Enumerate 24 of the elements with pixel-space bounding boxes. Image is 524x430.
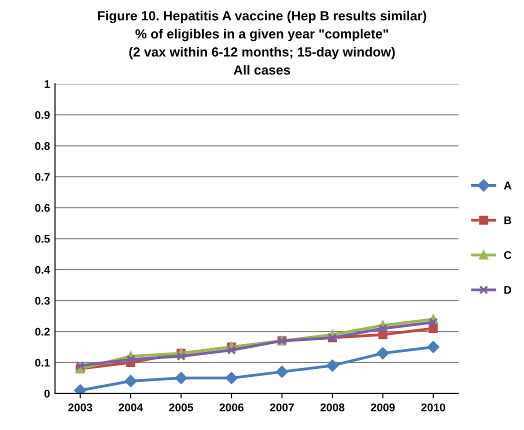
x-tick-label: 2003	[68, 403, 92, 412]
chart-title: Figure 10. Hepatitis A vaccine (Hep B results similar) % of eligibles in a given year "complete" (2 vax within 6-12 months; 15-day window) All cases	[98, 10, 426, 75]
y-tick-label: 0.1	[35, 358, 50, 367]
legend-label: D	[504, 286, 512, 294]
x-tick-label: 2009	[370, 403, 395, 412]
x-tick-label: 2006	[220, 403, 244, 412]
legend-label: A	[504, 182, 512, 190]
y-tick-label: 0.7	[35, 172, 50, 181]
y-tick-label: 0.3	[35, 296, 50, 305]
y-tick-label: 0.4	[35, 266, 50, 274]
y-tick-label: 0.2	[35, 328, 50, 336]
x-tick-label: 2005	[169, 403, 194, 412]
x-tick-label: 2007	[270, 403, 294, 412]
x-tick-label: 2008	[320, 403, 344, 412]
x-tick-label: 2010	[421, 403, 446, 412]
legend-label: C	[504, 251, 512, 260]
y-tick-label: 1	[44, 80, 50, 88]
y-tick-label: 0	[44, 390, 50, 398]
y-tick-label: 0.9	[35, 111, 50, 119]
y-tick-label: 0.6	[35, 204, 50, 212]
x-tick-label: 2004	[118, 403, 143, 412]
legend-label: B	[504, 216, 512, 224]
y-tick-label: 0.8	[35, 142, 50, 150]
y-tick-label: 0.5	[35, 234, 50, 243]
